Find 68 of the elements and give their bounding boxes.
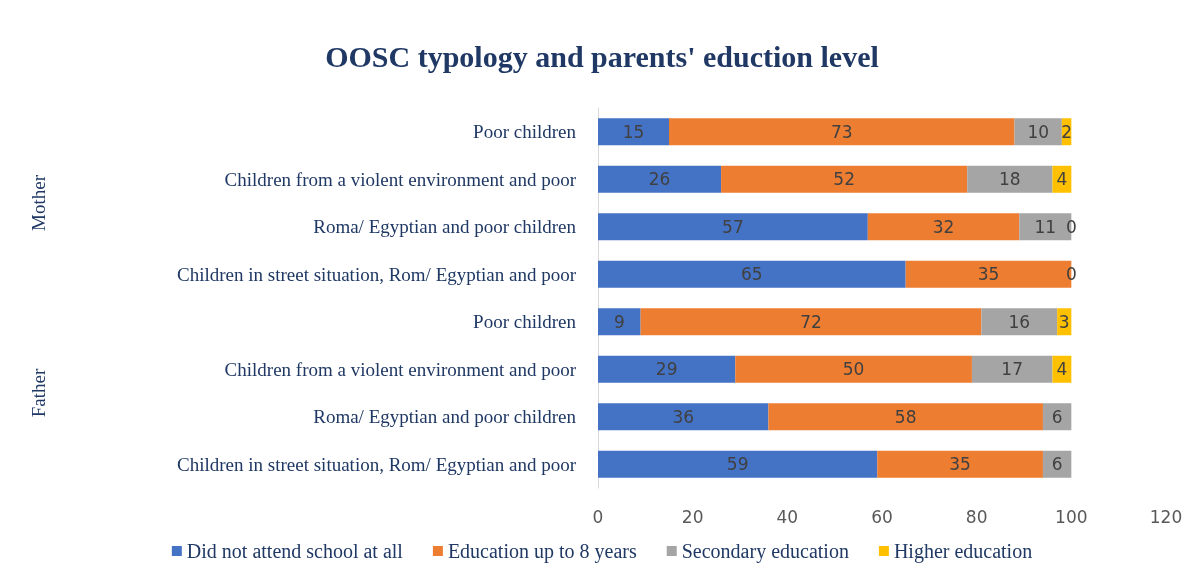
bar <box>598 355 736 383</box>
x-tick-label: 120 <box>1149 506 1183 527</box>
y-tick-label: Roma/ Egyptian and poor children <box>313 406 577 428</box>
bar <box>721 165 968 193</box>
data-label: 50 <box>842 359 865 380</box>
data-label: 57 <box>722 216 744 237</box>
bar <box>967 165 1053 193</box>
y-tick-label: Children in street situation, Rom/ Egyptian and poor <box>177 263 577 285</box>
x-tick-label: 100 <box>1055 506 1088 527</box>
data-label: 4 <box>1056 359 1068 380</box>
chart-title: OOSC typology and parents' eduction level <box>325 39 879 73</box>
data-label: 73 <box>830 121 853 142</box>
legend-label: Higher education <box>893 540 1033 563</box>
y-tick-label: Children in street situation, Rom/ Egyptian and poor <box>177 453 577 475</box>
bar <box>598 260 906 288</box>
data-label: 4 <box>1056 169 1068 190</box>
data-label: 3 <box>1058 311 1070 332</box>
y-tick-label: Children from a violent environment and poor <box>224 358 577 380</box>
bar <box>598 403 769 431</box>
x-tick-label: 80 <box>965 506 988 527</box>
data-label: 26 <box>648 169 671 190</box>
y-tick-label: Poor children <box>473 311 577 333</box>
bar <box>669 118 1015 146</box>
bar <box>971 355 1053 383</box>
x-tick-label: 0 <box>592 506 604 527</box>
y-tick-label: Poor children <box>473 121 577 143</box>
bar <box>735 355 972 383</box>
data-label: 17 <box>1001 359 1023 380</box>
data-label: 0 <box>1065 216 1077 237</box>
bar <box>877 450 1043 478</box>
data-label: 2 <box>1061 121 1073 142</box>
data-label: 18 <box>998 169 1021 190</box>
legend-label: Did not attend school at all <box>186 540 404 562</box>
data-label: 59 <box>726 454 749 475</box>
x-tick-label: 40 <box>776 506 799 527</box>
bar <box>768 403 1043 431</box>
bar <box>640 308 982 336</box>
data-label: 58 <box>894 406 917 427</box>
data-label: 32 <box>932 216 955 237</box>
legend-label: Secondary education <box>681 540 849 563</box>
data-label: 6 <box>1051 454 1063 475</box>
text: Father <box>27 368 49 418</box>
bar <box>598 213 868 241</box>
data-label: 52 <box>833 169 855 190</box>
legend-label: Education up to 8 years <box>447 540 637 563</box>
data-label: 36 <box>672 406 695 427</box>
bar <box>981 308 1058 336</box>
data-label: 65 <box>741 264 763 285</box>
data-label: 6 <box>1051 406 1063 427</box>
data-label: 16 <box>1008 311 1031 332</box>
data-label: 29 <box>655 359 678 380</box>
bar <box>598 450 878 478</box>
data-label: 15 <box>622 121 645 142</box>
bar <box>867 213 1020 241</box>
data-label: 35 <box>977 264 1000 285</box>
data-label: 35 <box>949 454 971 475</box>
data-label: 10 <box>1027 121 1050 142</box>
x-tick-label: 60 <box>871 506 893 527</box>
bar <box>598 308 641 336</box>
data-label: 11 <box>1034 216 1057 237</box>
bar <box>598 118 669 146</box>
data-label: 72 <box>800 311 822 332</box>
x-tick-label: 20 <box>681 506 704 527</box>
bar <box>598 165 722 193</box>
y-tick-label: Roma/ Egyptian and poor children <box>313 216 577 238</box>
data-label: 9 <box>613 311 625 332</box>
text: Mother <box>27 174 49 231</box>
y-tick-label: Children from a violent environment and poor <box>224 168 577 190</box>
